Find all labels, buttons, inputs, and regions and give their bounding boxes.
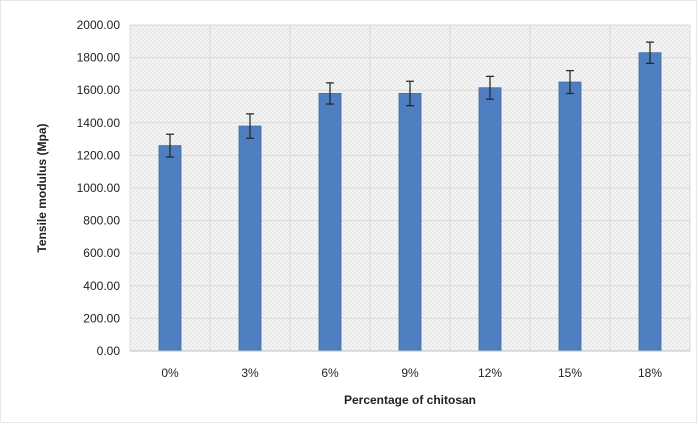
error-bars <box>166 41 654 158</box>
bar-6pct <box>318 93 342 352</box>
bar-0pct <box>158 145 182 352</box>
y-tick-label: 1000.00 <box>77 181 121 195</box>
x-tick-label: 6% <box>321 366 339 380</box>
y-axis-title: Tensile modulus (Mpa) <box>35 123 49 252</box>
y-tick-label: 2000.00 <box>77 18 121 32</box>
bar-12pct <box>478 87 502 352</box>
error-bar-12pct <box>486 75 494 100</box>
bar-18pct <box>638 52 662 352</box>
bar-9pct <box>398 93 422 352</box>
y-tick-label: 1400.00 <box>77 116 121 130</box>
x-tick-label: 12% <box>478 366 502 380</box>
error-bar-0pct <box>166 133 174 158</box>
error-bar-3pct <box>246 113 254 139</box>
y-axis-ticks: 0.00 200.00 400.00 600.00 800.00 1000.00 1200.… <box>77 18 121 358</box>
y-tick-label: 1200.00 <box>77 148 121 162</box>
error-bar-6pct <box>326 82 334 105</box>
x-axis-ticks: 0% 3% 6% 9% 12% 15% 18% <box>161 366 662 380</box>
y-tick-label: 800.00 <box>83 214 120 228</box>
error-bar-9pct <box>406 80 414 107</box>
y-tick-label: 600.00 <box>83 246 120 260</box>
y-tick-label: 1800.00 <box>77 51 121 65</box>
x-axis-title: Percentage of chitosan <box>344 393 476 407</box>
bar-3pct <box>238 125 262 352</box>
y-tick-label: 1600.00 <box>77 83 121 97</box>
x-tick-label: 9% <box>401 366 419 380</box>
y-tick-label: 200.00 <box>83 311 120 325</box>
y-tick-label: 400.00 <box>83 279 120 293</box>
bars <box>158 52 662 352</box>
error-bar-18pct <box>646 41 654 64</box>
x-tick-label: 15% <box>558 366 582 380</box>
y-tick-label: 0.00 <box>97 344 121 358</box>
error-bar-15pct <box>566 70 574 95</box>
x-tick-label: 0% <box>161 366 179 380</box>
bar-15pct <box>558 81 582 352</box>
x-tick-label: 18% <box>638 366 662 380</box>
x-tick-label: 3% <box>241 366 259 380</box>
